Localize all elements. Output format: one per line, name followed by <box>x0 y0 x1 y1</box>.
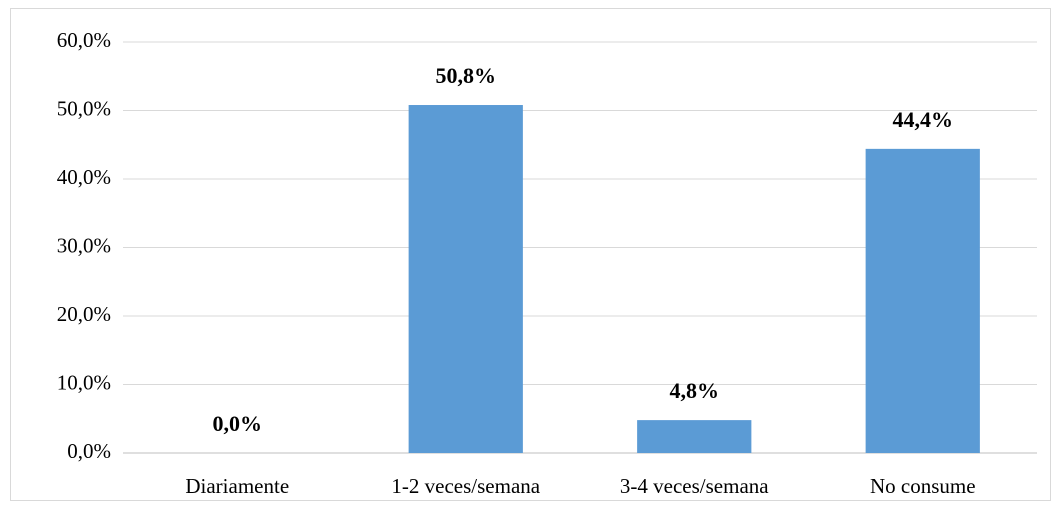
bar <box>408 105 523 454</box>
value-label: 50,8% <box>436 63 497 88</box>
y-tick-label: 0,0% <box>67 439 111 463</box>
y-tick-label: 30,0% <box>57 233 111 257</box>
y-tick-label: 60,0% <box>57 28 111 52</box>
bar <box>865 148 980 454</box>
x-tick-label: No consume <box>870 474 976 498</box>
value-label: 4,8% <box>670 378 720 403</box>
y-tick-label: 50,0% <box>57 96 111 120</box>
value-label: 44,4% <box>893 107 954 132</box>
x-tick-label: 1-2 veces/semana <box>391 474 540 498</box>
y-tick-label: 20,0% <box>57 302 111 326</box>
value-label: 0,0% <box>213 411 263 436</box>
y-tick-label: 10,0% <box>57 370 111 394</box>
x-tick-label: 3-4 veces/semana <box>620 474 769 498</box>
bar <box>637 420 752 453</box>
x-tick-label: Diariamente <box>185 474 289 498</box>
y-tick-label: 40,0% <box>57 165 111 189</box>
